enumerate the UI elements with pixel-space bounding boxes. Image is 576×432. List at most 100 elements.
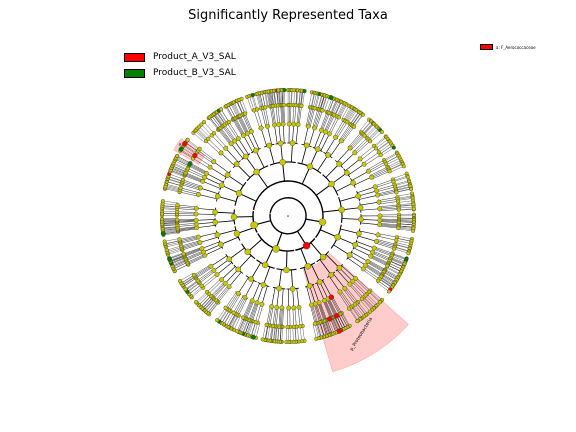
genus-branch bbox=[294, 105, 297, 125]
clade-shade-a bbox=[173, 137, 206, 165]
family-node bbox=[318, 127, 324, 133]
family-branch bbox=[260, 127, 267, 147]
species-branch bbox=[377, 141, 390, 151]
genus-branch bbox=[265, 107, 270, 126]
order-node bbox=[212, 209, 218, 215]
genus-branch bbox=[215, 285, 229, 301]
genus-branch bbox=[349, 133, 363, 148]
genus-branch bbox=[212, 283, 226, 298]
order-node bbox=[277, 140, 284, 147]
class-node bbox=[279, 159, 286, 166]
order-branch bbox=[311, 264, 321, 282]
species-branch bbox=[171, 166, 186, 173]
genus-branch bbox=[379, 225, 399, 229]
species-branch bbox=[216, 111, 226, 125]
species-branch bbox=[177, 155, 191, 164]
species-branch bbox=[383, 152, 397, 161]
species-branch bbox=[228, 313, 236, 328]
genus-branch bbox=[203, 275, 218, 288]
genus-branch bbox=[319, 302, 327, 321]
species-branch bbox=[281, 90, 283, 106]
genus-branch bbox=[185, 172, 204, 181]
species-branch bbox=[233, 102, 241, 116]
species-branch bbox=[366, 126, 378, 138]
order-branch bbox=[237, 255, 252, 270]
genus-node bbox=[395, 199, 401, 204]
family-node bbox=[350, 278, 356, 284]
genus-branch bbox=[274, 307, 277, 327]
species-branch bbox=[252, 94, 258, 110]
species-branch bbox=[246, 96, 253, 112]
genus-branch bbox=[245, 300, 253, 319]
species-branch bbox=[392, 173, 407, 179]
species-branch bbox=[317, 322, 322, 338]
cladogram-nodes bbox=[159, 87, 417, 345]
genus-branch bbox=[180, 237, 199, 243]
species-branch bbox=[387, 160, 402, 168]
family-branch bbox=[360, 208, 380, 211]
genus-node bbox=[211, 131, 217, 136]
species-branch bbox=[211, 115, 221, 128]
genus-branch bbox=[363, 152, 379, 164]
genus-branch bbox=[379, 209, 399, 211]
family-branch bbox=[357, 186, 376, 194]
species-branch bbox=[398, 200, 414, 203]
species-branch bbox=[395, 244, 410, 249]
order-node bbox=[350, 179, 356, 186]
species-branch bbox=[166, 181, 182, 187]
species-branch bbox=[212, 114, 223, 127]
order-branch bbox=[291, 269, 294, 289]
species-branch bbox=[208, 302, 219, 315]
genus-branch bbox=[378, 199, 398, 203]
order-branch bbox=[333, 244, 350, 256]
family-branch bbox=[328, 276, 341, 293]
family-node bbox=[226, 284, 232, 290]
species-branch bbox=[207, 301, 218, 314]
species-branch bbox=[386, 266, 401, 274]
species-branch bbox=[270, 91, 274, 107]
species-branch bbox=[366, 294, 378, 305]
species-branch bbox=[267, 91, 271, 107]
genus-node bbox=[191, 272, 197, 278]
species-branch bbox=[171, 259, 186, 266]
order-branch bbox=[220, 236, 239, 245]
genus-branch bbox=[190, 162, 208, 173]
genus-branch bbox=[317, 302, 325, 322]
order-branch bbox=[268, 145, 275, 164]
family-branch bbox=[213, 161, 230, 174]
species-branch bbox=[209, 302, 219, 315]
species-branch bbox=[162, 220, 178, 222]
species-branch bbox=[171, 258, 186, 265]
legend-swatch-product-b bbox=[124, 68, 145, 78]
genus-node bbox=[396, 207, 401, 212]
species-branch bbox=[265, 92, 269, 107]
species-branch bbox=[319, 95, 325, 110]
species-branch bbox=[398, 227, 414, 230]
species-branch bbox=[395, 244, 410, 249]
species-branch bbox=[169, 253, 184, 259]
species-branch bbox=[322, 321, 329, 336]
genus-branch bbox=[185, 173, 204, 182]
genus-branch bbox=[332, 296, 342, 314]
species-branch bbox=[203, 121, 215, 134]
order-branch bbox=[290, 143, 293, 163]
species-branch bbox=[236, 100, 243, 115]
family-node bbox=[376, 199, 382, 205]
family-branch bbox=[267, 126, 273, 145]
species-branch bbox=[389, 260, 404, 268]
species-branch bbox=[274, 90, 277, 106]
family-branch bbox=[281, 288, 284, 308]
genus-branch bbox=[312, 109, 319, 128]
genus-branch bbox=[376, 186, 396, 192]
genus-node bbox=[264, 322, 269, 328]
species-branch bbox=[231, 315, 239, 329]
species-branch bbox=[381, 275, 395, 285]
genus-branch bbox=[364, 154, 381, 166]
family-branch bbox=[225, 269, 239, 284]
species-branch bbox=[332, 317, 339, 332]
family-node bbox=[204, 170, 209, 176]
species-branch bbox=[357, 302, 368, 314]
species-branch bbox=[398, 226, 414, 229]
genus-branch bbox=[195, 266, 212, 278]
species-branch bbox=[385, 155, 399, 164]
